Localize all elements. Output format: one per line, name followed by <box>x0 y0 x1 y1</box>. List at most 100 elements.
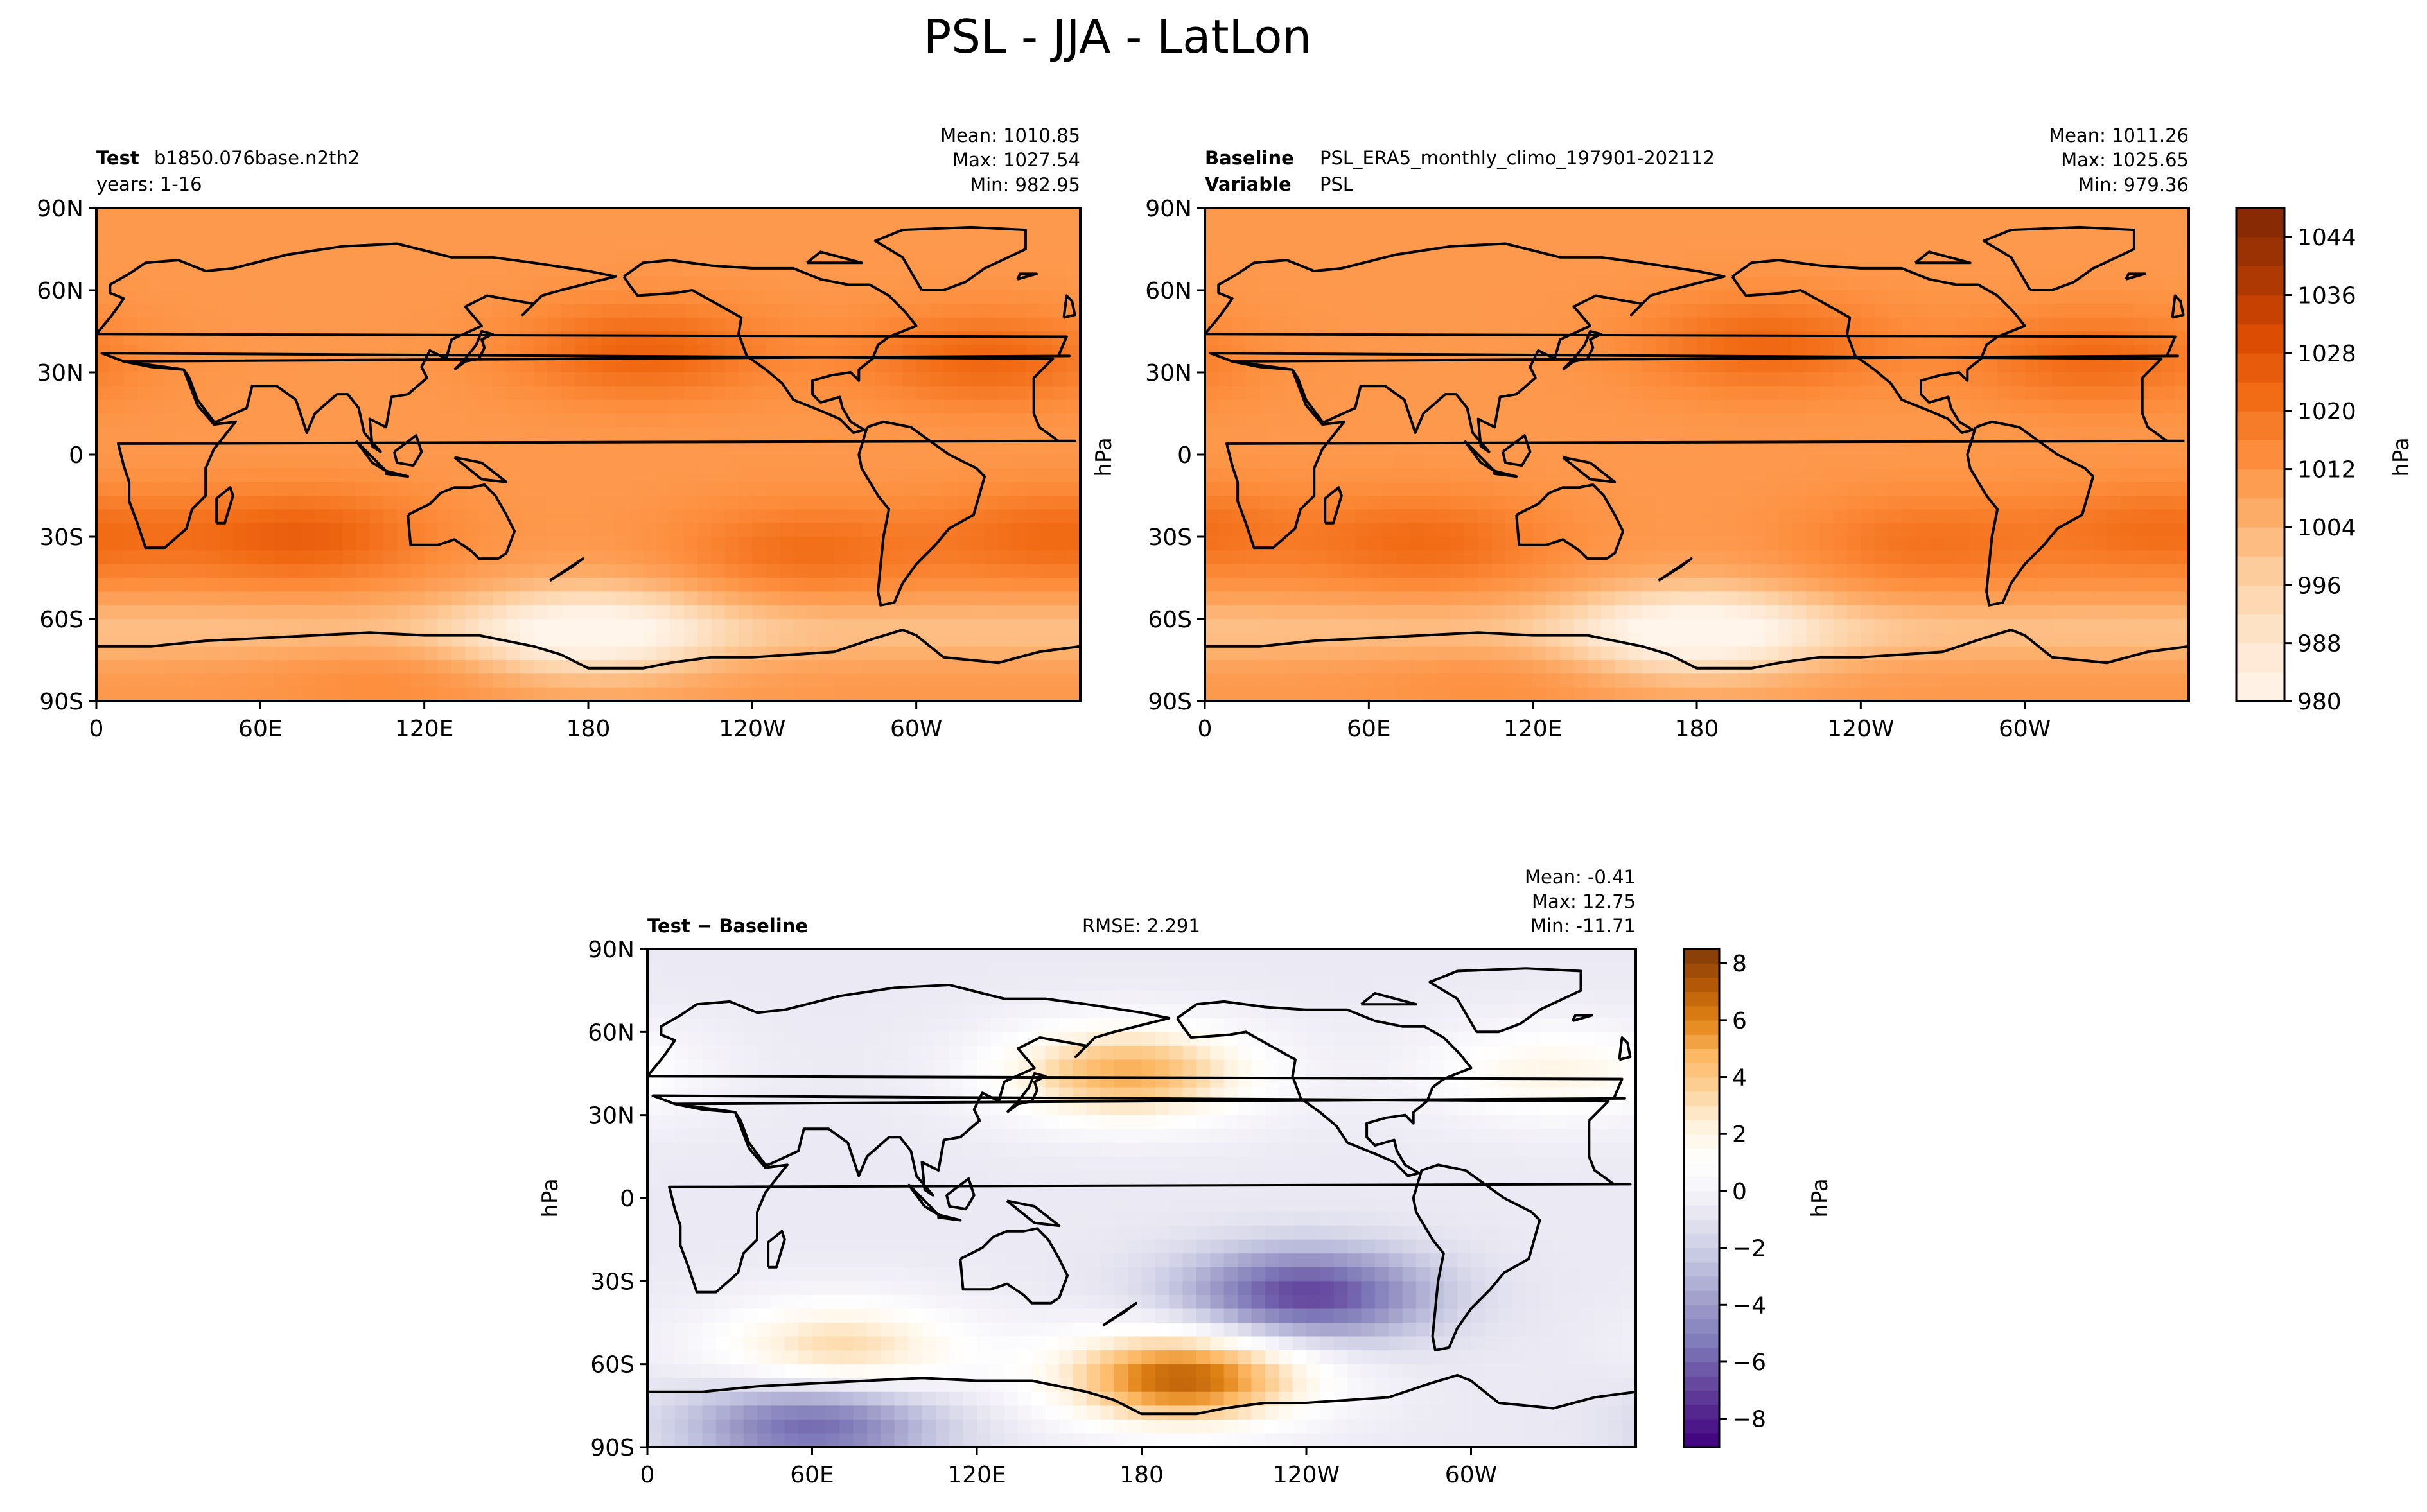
test-cell <box>793 632 808 647</box>
test-cell <box>779 509 794 524</box>
baseline-cell <box>1806 413 1821 428</box>
test-cell <box>123 317 138 332</box>
test-cell <box>247 523 261 537</box>
baseline-cell <box>1560 427 1575 442</box>
baseline-cell <box>1710 455 1725 469</box>
baseline-cell <box>2107 564 2121 578</box>
baseline-cell <box>1519 550 1534 565</box>
test-cell <box>219 372 234 387</box>
test-cell <box>670 632 685 647</box>
test-cell <box>547 276 562 291</box>
baseline-cell <box>1765 523 1780 537</box>
baseline-cell <box>1410 208 1424 222</box>
baseline-cell <box>2161 317 2176 332</box>
test-cell <box>929 249 944 263</box>
baseline-cell <box>1847 550 1861 565</box>
baseline-cell <box>1396 208 1410 222</box>
baseline-cell <box>1286 619 1301 633</box>
baseline-cell <box>1902 427 1916 442</box>
test-cell <box>739 523 753 537</box>
test-cell <box>274 578 288 592</box>
baseline-cell <box>1218 578 1233 592</box>
baseline-cell <box>1792 455 1807 469</box>
baseline-cell <box>1355 427 1369 442</box>
test-cell <box>437 605 452 620</box>
baseline-cell <box>1369 358 1383 373</box>
baseline-cell <box>1396 304 1410 318</box>
baseline-cell <box>1669 249 1684 263</box>
test-cell <box>834 222 848 236</box>
test-cell <box>328 290 343 304</box>
test-cell <box>916 208 931 222</box>
baseline-cell <box>2093 632 2107 647</box>
test-cell <box>287 249 302 263</box>
baseline-cell <box>1218 386 1233 401</box>
test-cell <box>191 619 206 633</box>
baseline-cell <box>1205 455 1219 469</box>
baseline-cell <box>1819 222 1834 236</box>
test-cell <box>739 427 753 442</box>
baseline-cell <box>1970 413 1985 428</box>
test-cell <box>697 235 712 250</box>
test-cell <box>985 605 999 620</box>
test-cell <box>178 304 193 318</box>
test-cell <box>889 208 903 222</box>
baseline-cell <box>1778 413 1793 428</box>
test-cell <box>287 304 302 318</box>
test-cell <box>506 660 521 674</box>
test-cell <box>137 345 152 360</box>
test-cell <box>328 331 343 345</box>
test-cell <box>1025 605 1040 620</box>
test-cell <box>766 440 780 455</box>
baseline-cell <box>1519 386 1534 401</box>
test-cell <box>301 673 316 688</box>
coastline <box>385 469 410 478</box>
x-tick-label: 120E <box>395 716 453 742</box>
test-cell <box>916 304 931 318</box>
test-cell <box>301 537 316 551</box>
test-cell <box>889 496 903 510</box>
baseline-cell <box>1628 290 1643 304</box>
baseline-cell <box>1615 591 1629 606</box>
baseline-cell <box>1778 276 1793 291</box>
test-cell <box>779 276 794 291</box>
test-cell <box>533 235 548 250</box>
baseline-cell <box>1437 427 1451 442</box>
baseline-cell <box>2079 208 2094 222</box>
baseline-cell <box>1369 413 1383 428</box>
baseline-cell <box>1601 304 1615 318</box>
baseline-cell <box>1915 222 1930 236</box>
baseline-cell <box>1642 249 1656 263</box>
baseline-cell <box>1273 345 1288 360</box>
test-cell <box>478 523 493 537</box>
test-cell <box>547 427 562 442</box>
baseline-cell <box>1915 276 1930 291</box>
test-cell <box>506 317 521 332</box>
test-cell <box>875 413 889 428</box>
baseline-cell <box>1245 591 1260 606</box>
test-cell <box>1053 496 1067 510</box>
test-cell <box>191 578 206 592</box>
test-cell <box>615 632 630 647</box>
baseline-cell <box>1915 564 1930 578</box>
test-cell <box>493 276 507 291</box>
test-cell <box>506 263 521 277</box>
baseline-cell <box>1943 509 1957 524</box>
test-cell <box>834 537 848 551</box>
test-cell <box>520 605 534 620</box>
baseline-cell <box>2120 427 2135 442</box>
test-cell <box>889 276 903 291</box>
test-cell <box>328 619 343 633</box>
baseline-cell <box>1861 550 1875 565</box>
test-cell <box>206 564 220 578</box>
test-cell <box>670 263 685 277</box>
test-cell <box>779 345 794 360</box>
baseline-cell <box>2175 208 2189 222</box>
baseline-cell <box>1656 413 1670 428</box>
baseline-cell <box>1451 290 1465 304</box>
test-cell <box>493 440 507 455</box>
baseline-cell <box>1697 578 1711 592</box>
baseline-cell <box>1355 249 1369 263</box>
test-cell <box>260 687 275 701</box>
baseline-cell <box>1478 222 1493 236</box>
